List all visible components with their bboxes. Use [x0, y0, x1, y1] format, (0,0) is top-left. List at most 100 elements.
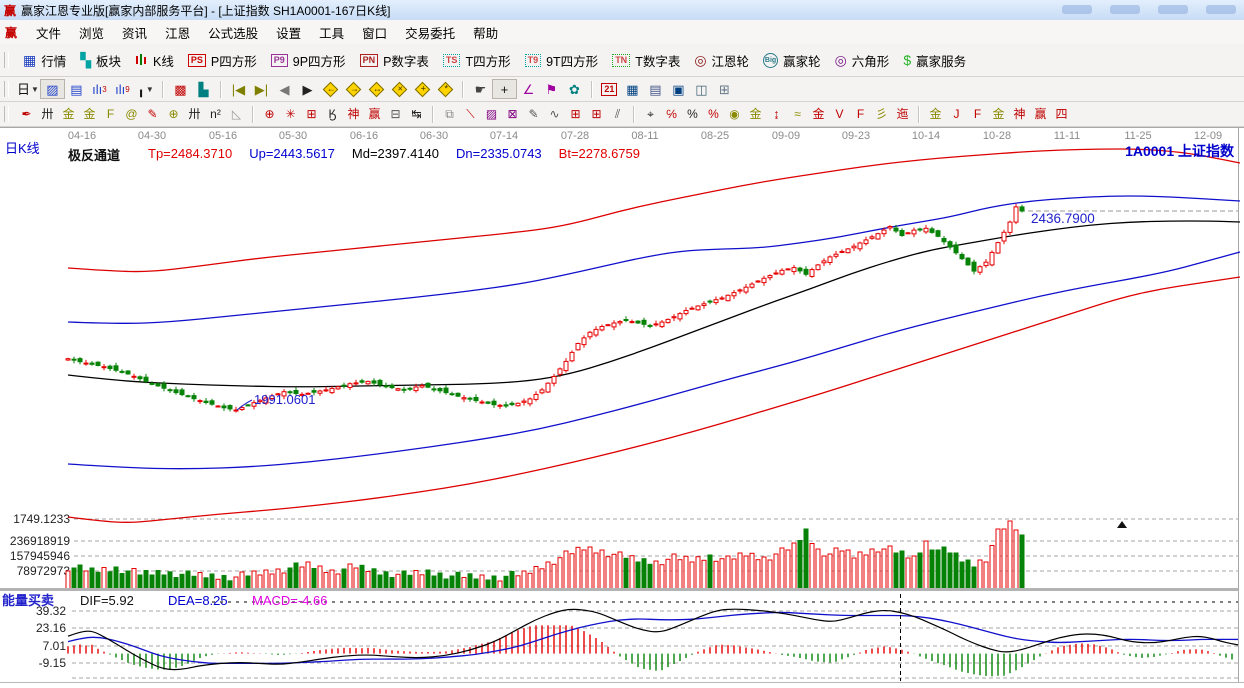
span-measure-tool[interactable]: ↹ — [406, 104, 427, 124]
t-square-button[interactable]: TS T四方形 — [436, 49, 518, 72]
red-grid-tool[interactable]: ⊞ — [301, 104, 322, 124]
hand-tool-button[interactable]: ☛ — [469, 79, 492, 99]
percent-line-tool[interactable]: ℅ — [661, 104, 682, 124]
gann-arrow-diag-button[interactable]: × — [388, 79, 411, 99]
calendar-button[interactable]: 21 — [598, 79, 621, 99]
gann-wheel-button[interactable]: ◎ 江恩轮 — [687, 49, 756, 72]
menu-window[interactable]: 窗口 — [362, 26, 388, 41]
gann-arrow-lr-button[interactable]: ↔ — [365, 79, 388, 99]
p-square-button[interactable]: PS P四方形 — [181, 49, 264, 72]
save-button[interactable]: ▣ — [667, 79, 690, 99]
v-angle-tool[interactable]: V — [829, 104, 850, 124]
first-page-button[interactable]: |◀ — [227, 79, 250, 99]
hexagon-button[interactable]: ◎ 六角形 — [828, 49, 897, 72]
target-circle-tool[interactable]: ⊕ — [259, 104, 280, 124]
gold-circle-tool[interactable]: ◉ — [724, 104, 745, 124]
gold-red-tool[interactable]: 金 — [808, 104, 829, 124]
menu-help[interactable]: 帮助 — [473, 26, 499, 41]
sectors-button[interactable]: ▚ 板块 — [73, 49, 128, 72]
calculator-button[interactable]: ▦ — [621, 79, 644, 99]
nine-chart-layout-button[interactable]: ılı 9 — [115, 81, 130, 97]
ray-fan-tool[interactable]: ⟍ — [460, 104, 481, 124]
gann-arrow-right-button[interactable]: → — [342, 79, 365, 99]
wave-tool[interactable]: ∿ — [544, 104, 565, 124]
gold-level-tool[interactable]: 金 — [745, 104, 766, 124]
nine-p-square-button[interactable]: P9 9P四方形 — [264, 49, 353, 72]
menu-trade-order[interactable]: 交易委托 — [405, 26, 456, 41]
menu-tools[interactable]: 工具 — [319, 26, 345, 41]
pen-level-tool[interactable]: ↨ — [766, 104, 787, 124]
fibonacci-tool[interactable]: F — [100, 104, 121, 124]
grid-red-tool-1[interactable]: ⊞ — [565, 104, 586, 124]
three-chart-layout-button[interactable]: ılı 3 — [92, 81, 107, 97]
menu-formula-stock-pick[interactable]: 公式选股 — [208, 26, 259, 41]
j-angle-tool[interactable]: J — [946, 104, 967, 124]
percent-tool[interactable]: % — [682, 104, 703, 124]
crosshair-tool-button[interactable]: + — [491, 79, 517, 99]
f2-angle-tool[interactable]: F — [967, 104, 988, 124]
bars-tool[interactable]: 卅 — [184, 104, 205, 124]
winner-service-button[interactable]: $ 赢家服务 — [896, 49, 973, 72]
chart-area[interactable]: 04-16 04-30 05-16 05-30 06-16 06-30 07-14 07-28… — [0, 127, 1244, 683]
parallel-lines-tool[interactable]: ⫽ — [607, 104, 628, 124]
hatch-box-tool[interactable]: ▨ — [481, 104, 502, 124]
notes-button[interactable]: ▤ — [644, 79, 667, 99]
gann-arrow-cross-button[interactable]: + — [411, 79, 434, 99]
trend-line-tool[interactable]: ✎ — [523, 104, 544, 124]
print-button[interactable]: ⊞ — [713, 79, 736, 99]
angle-tool-button[interactable]: ∠ — [517, 79, 540, 99]
circle-grid-tool[interactable]: ⊕ — [163, 104, 184, 124]
pen-tool[interactable]: ✒ — [16, 104, 37, 124]
menu-browse[interactable]: 浏览 — [79, 26, 105, 41]
gold-grid-tool-2[interactable]: 金 — [79, 104, 100, 124]
box-tool[interactable]: ⧉ — [439, 104, 460, 124]
prev-page-button[interactable]: ◀ — [273, 79, 296, 99]
info-panel-button[interactable]: ▤ — [65, 79, 88, 99]
main-chart-button[interactable]: ▨ — [39, 79, 65, 99]
pattern-tool-button[interactable]: ✿ — [563, 79, 586, 99]
menu-gann[interactable]: 江恩 — [165, 26, 191, 41]
four-angle-tool[interactable]: 四 — [1051, 104, 1072, 124]
p-number-table-button[interactable]: PN P数字表 — [353, 49, 436, 72]
number-grid-tool[interactable]: ⊟ — [385, 104, 406, 124]
shen-tool[interactable]: 神 — [343, 104, 364, 124]
gold2-angle-tool[interactable]: 金 — [988, 104, 1009, 124]
gold-angle-tool[interactable]: 金 — [925, 104, 946, 124]
gold-grid-tool-1[interactable]: 金 — [58, 104, 79, 124]
shen-angle-tool[interactable]: 神 — [1009, 104, 1030, 124]
t-number-table-button[interactable]: TN T数字表 — [605, 49, 687, 72]
win-angle-tool[interactable]: 赢 — [1030, 104, 1051, 124]
nine-t-square-button[interactable]: T9 9T四方形 — [518, 49, 606, 72]
export-button[interactable]: ◫ — [690, 79, 713, 99]
star-grid-tool[interactable]: ✳ — [280, 104, 301, 124]
pattern-button[interactable]: ▩ — [169, 79, 192, 99]
gann-arrow-all-button[interactable]: * — [434, 79, 457, 99]
grid-lines-tool[interactable]: 卅 — [37, 104, 58, 124]
n-square-tool[interactable]: n² — [205, 104, 226, 124]
grid-red-tool-2[interactable]: ⊞ — [586, 104, 607, 124]
menu-news[interactable]: 资讯 — [122, 26, 148, 41]
spiral-tool[interactable]: @ — [121, 104, 142, 124]
brush-tool[interactable]: ✎ — [142, 104, 163, 124]
k-mark-tool[interactable]: Ӄ — [322, 104, 343, 124]
gann-arrow-left-button[interactable]: ← — [319, 79, 342, 99]
fan-lines-tool[interactable]: 彡 — [871, 104, 892, 124]
period-dropdown[interactable]: 日 ▼ — [16, 79, 40, 99]
win-tool[interactable]: 赢 — [364, 104, 385, 124]
wave-level-tool[interactable]: ≈ — [787, 104, 808, 124]
kline-chart-svg[interactable]: 04-16 04-30 05-16 05-30 06-16 06-30 07-14 07-28… — [0, 127, 1244, 683]
angle-measure-tool[interactable]: ◺ — [226, 104, 247, 124]
cross-box-tool[interactable]: ⊠ — [502, 104, 523, 124]
kline-button[interactable]: K线 — [128, 49, 181, 72]
ruler-tool[interactable]: ⌖ — [640, 104, 661, 124]
candle-style-dropdown[interactable]: ╻ ▼ — [134, 79, 157, 99]
speed-line-tool[interactable]: 迤 — [892, 104, 913, 124]
menu-settings[interactable]: 设置 — [276, 26, 302, 41]
f-angle-tool[interactable]: F — [850, 104, 871, 124]
winner-wheel-button[interactable]: Big 赢家轮 — [756, 49, 828, 72]
menu-file[interactable]: 文件 — [36, 26, 62, 41]
flag-tool-button[interactable]: ⚑ — [540, 79, 563, 99]
quotes-button[interactable]: ▦ 行情 — [16, 49, 73, 72]
next-page-button[interactable]: ▶ — [296, 79, 319, 99]
percent-red-tool[interactable]: % — [703, 104, 724, 124]
